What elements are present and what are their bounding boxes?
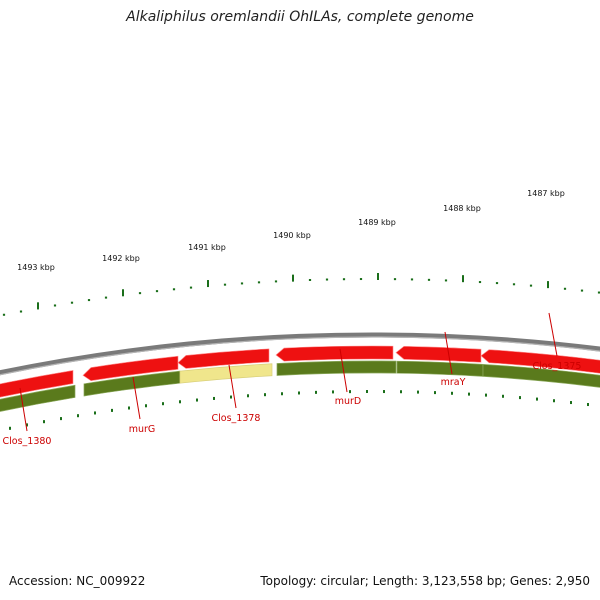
genome-summary-text: Topology: circular; Length: 3,123,558 bp… xyxy=(260,574,590,588)
gene-label-murd: murD xyxy=(335,396,362,407)
backbone-arc xyxy=(0,332,600,376)
inner-tick-marks xyxy=(9,390,589,430)
gene-bar-3 xyxy=(276,360,397,376)
leader-line-3 xyxy=(228,364,237,409)
leader-line-5 xyxy=(19,387,28,432)
scale-label-1487: 1487 kbp xyxy=(527,189,565,198)
scale-label-1491: 1491 kbp xyxy=(188,243,226,252)
scale-label-1492: 1492 kbp xyxy=(102,254,140,263)
scale-label-1490: 1490 kbp xyxy=(273,231,311,240)
map-title: Alkaliphilus oremlandii OhILAs, complete… xyxy=(126,9,474,25)
cds-arrow-1 xyxy=(82,355,179,382)
gene-bar-4 xyxy=(396,360,484,377)
backbone-highlight xyxy=(0,336,600,376)
cds-arrow-5 xyxy=(480,349,600,374)
gene-track xyxy=(0,360,600,412)
cds-track xyxy=(0,345,600,398)
gene-label-clos-1378: Clos_1378 xyxy=(212,413,261,424)
gene-label-murg: murG xyxy=(129,424,156,435)
outer-tick-marks xyxy=(2,273,600,316)
leader-line-1 xyxy=(444,331,453,375)
cds-arrow-2 xyxy=(177,348,270,369)
scale-label-1493: 1493 kbp xyxy=(17,263,55,272)
cds-arrow-0 xyxy=(0,370,74,398)
leader-line-4 xyxy=(132,376,141,420)
gene-bar-5 xyxy=(482,363,600,388)
leader-line-0 xyxy=(548,312,558,357)
cds-arrow-4 xyxy=(395,345,482,363)
gene-label-clos-1380: Clos_1380 xyxy=(3,436,52,447)
scale-label-1489: 1489 kbp xyxy=(358,218,396,227)
leader-line-2 xyxy=(339,348,348,393)
accession-text: Accession: NC_009922 xyxy=(9,574,146,588)
gene-label-clos-1375: Clos_1375 xyxy=(533,361,582,372)
label-leader-lines xyxy=(19,312,558,432)
gene-bar-2 xyxy=(179,363,273,384)
genome-backbone xyxy=(0,332,600,376)
cds-arrow-3 xyxy=(275,345,394,362)
gene-label-mray: mraY xyxy=(441,377,466,388)
scale-label-1488: 1488 kbp xyxy=(443,204,481,213)
